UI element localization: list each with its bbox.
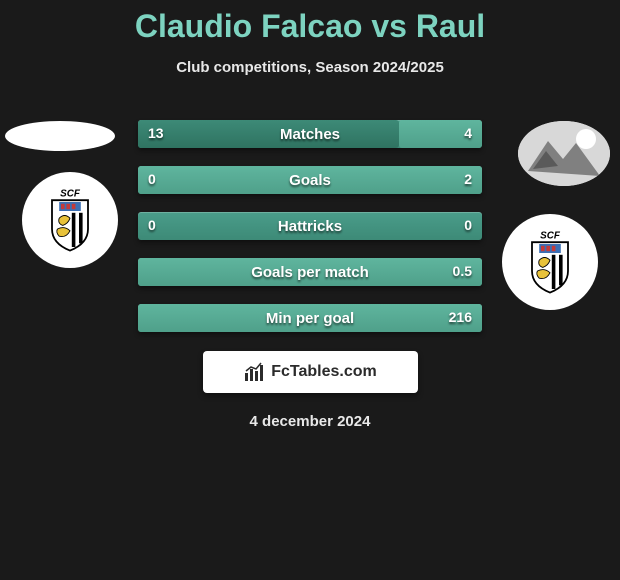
stat-label: Goals [289, 172, 331, 189]
stat-label: Hattricks [278, 218, 342, 235]
stat-row: Min per goal 216 [138, 304, 482, 332]
comparison-title: Claudio Falcao vs Raul [0, 0, 620, 45]
stat-label: Goals per match [251, 264, 369, 281]
stat-value-left: 0 [148, 217, 156, 233]
stat-row: 0 Goals 2 [138, 166, 482, 194]
footer-brand-text: FcTables.com [271, 363, 377, 381]
date-label: 4 december 2024 [0, 413, 620, 430]
badge-text-scf: SCF [540, 231, 561, 242]
player1-name: Claudio Falcao [135, 8, 363, 44]
vs-label: vs [371, 8, 407, 44]
stat-bar-left [138, 120, 399, 148]
stat-value-right: 2 [464, 171, 472, 187]
stat-label: Min per goal [266, 310, 354, 327]
player1-avatar [5, 121, 115, 151]
chart-icon [243, 361, 265, 383]
stat-rows: 13 Matches 4 0 Goals 2 0 Hattricks 0 Goals per ma… [138, 120, 482, 350]
stat-value-right: 4 [464, 125, 472, 141]
stat-row: 0 Hattricks 0 [138, 212, 482, 240]
footer-brand-box: FcTables.com [203, 351, 418, 393]
badge-text-scf: SCF [60, 189, 81, 200]
stat-value-right: 0.5 [453, 263, 472, 279]
subtitle: Club competitions, Season 2024/2025 [0, 59, 620, 76]
stat-value-left: 0 [148, 171, 156, 187]
player1-club-badge: SCF [22, 172, 118, 268]
player2-avatar [518, 121, 610, 186]
stat-value-right: 216 [449, 309, 472, 325]
stats-area: SCF SCF 13Matches40Goals20Hattri [0, 116, 620, 341]
player2-club-badge: SCF [502, 214, 598, 310]
player2-name: Raul [416, 8, 485, 44]
stat-label: Matches [280, 126, 340, 143]
stat-row: Goals per match 0.5 [138, 258, 482, 286]
stat-value-left: 13 [148, 125, 164, 141]
stat-value-right: 0 [464, 217, 472, 233]
stat-row: 13 Matches 4 [138, 120, 482, 148]
